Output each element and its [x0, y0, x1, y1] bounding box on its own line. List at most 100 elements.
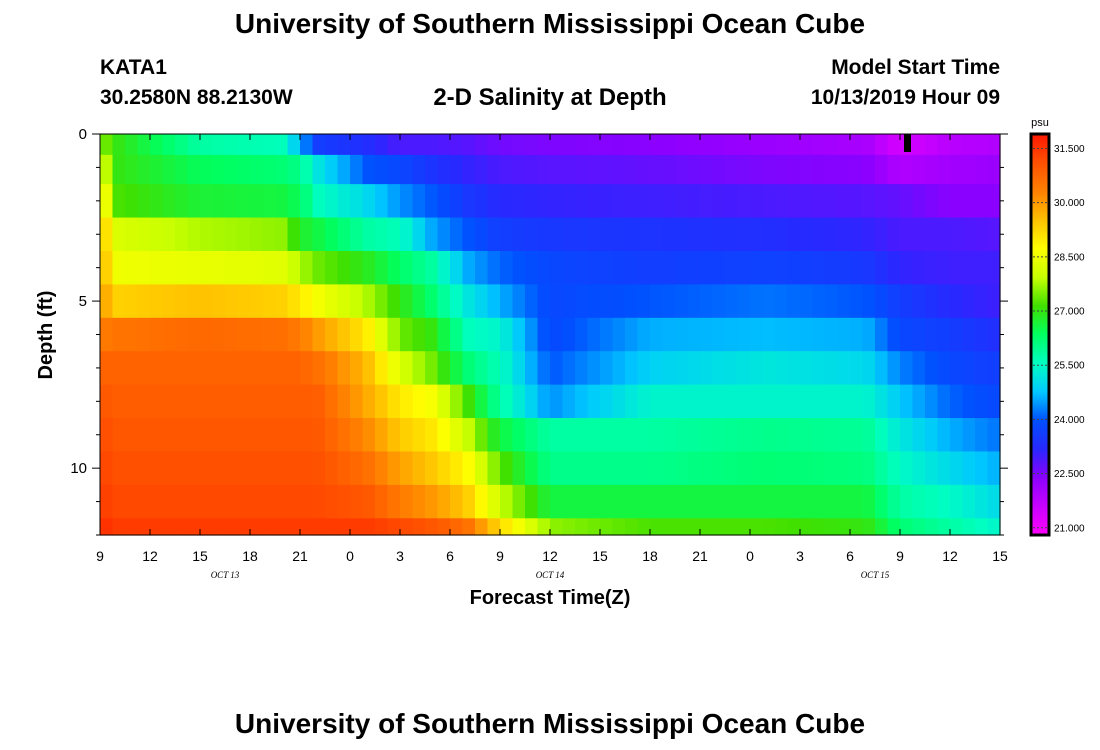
heatmap-cell	[450, 351, 464, 386]
heatmap-cell	[650, 484, 664, 519]
heatmap-cell	[287, 518, 301, 536]
heatmap-cell	[687, 317, 701, 352]
heatmap-cell	[875, 384, 889, 419]
heatmap-cell	[675, 184, 689, 219]
heatmap-cell	[900, 217, 914, 252]
heatmap-cell	[425, 518, 439, 536]
heatmap-cell	[375, 217, 389, 252]
heatmap-cell	[300, 250, 314, 285]
heatmap-cell	[925, 184, 939, 219]
heatmap-cell	[912, 154, 926, 185]
heatmap-cell	[950, 518, 964, 536]
heatmap-cell	[525, 317, 539, 352]
heatmap-cell	[337, 351, 351, 386]
heatmap-cell	[112, 484, 126, 519]
heatmap-cell	[725, 418, 739, 453]
heatmap-cell	[475, 217, 489, 252]
heatmap-cell	[237, 384, 251, 419]
heatmap-cell	[187, 250, 201, 285]
heatmap-cell	[500, 154, 514, 185]
heatmap-cell	[575, 351, 589, 386]
heatmap-cell	[237, 317, 251, 352]
heatmap-cell	[975, 317, 989, 352]
heatmap-cell	[350, 250, 364, 285]
heatmap-cell	[525, 484, 539, 519]
heatmap-cell	[625, 284, 639, 319]
heatmap-cell	[825, 384, 839, 419]
heatmap-cell	[362, 351, 376, 386]
heatmap-cell	[475, 518, 489, 536]
heatmap-cell	[662, 250, 676, 285]
heatmap-cell	[537, 418, 551, 453]
heatmap-cell	[950, 384, 964, 419]
heatmap-cell	[537, 351, 551, 386]
heatmap-cell	[200, 154, 214, 185]
heatmap-cell	[712, 451, 726, 486]
heatmap-cell	[325, 154, 339, 185]
heatmap-cell	[200, 351, 214, 386]
heatmap-cell	[162, 451, 176, 486]
heatmap-cell	[400, 217, 414, 252]
heatmap-cell	[812, 184, 826, 219]
heatmap-cell	[600, 384, 614, 419]
heatmap-cell	[425, 384, 439, 419]
heatmap-cell	[900, 284, 914, 319]
heatmap-cell	[312, 384, 326, 419]
heatmap-cell	[962, 518, 976, 536]
heatmap-cell	[200, 518, 214, 536]
heatmap-cell	[425, 351, 439, 386]
heatmap-cell	[637, 250, 651, 285]
heatmap-cell	[375, 250, 389, 285]
heatmap-cell	[100, 418, 114, 453]
heatmap-cell	[537, 451, 551, 486]
heatmap-cell	[250, 154, 264, 185]
heatmap-cell	[537, 284, 551, 319]
heatmap-cell	[987, 384, 1001, 419]
heatmap-cell	[625, 184, 639, 219]
heatmap-cell	[300, 154, 314, 185]
colorbar-unit: psu	[1031, 117, 1049, 129]
heatmap-cell	[487, 317, 501, 352]
heatmap-cell	[925, 250, 939, 285]
heatmap-cell	[225, 418, 239, 453]
heatmap-cell	[275, 184, 289, 219]
surface-marker	[904, 134, 911, 152]
heatmap-cell	[262, 418, 276, 453]
heatmap-cell	[150, 518, 164, 536]
heatmap-cell	[325, 484, 339, 519]
heatmap-cell	[687, 154, 701, 185]
heatmap-cell	[937, 217, 951, 252]
heatmap-cell	[575, 217, 589, 252]
heatmap-cell	[575, 184, 589, 219]
heatmap-cell	[487, 284, 501, 319]
heatmap-cell	[600, 484, 614, 519]
heatmap-cell	[637, 418, 651, 453]
heatmap-cell	[937, 351, 951, 386]
heatmap-cell	[387, 184, 401, 219]
heatmap-cell	[400, 451, 414, 486]
y-tick-label: 0	[79, 126, 87, 143]
heatmap-cell	[875, 284, 889, 319]
heatmap-cell	[175, 518, 189, 536]
heatmap-cell	[812, 418, 826, 453]
heatmap-cell	[275, 284, 289, 319]
heatmap-cell	[900, 484, 914, 519]
heatmap-cell	[712, 217, 726, 252]
heatmap-cell	[475, 484, 489, 519]
heatmap-cell	[625, 154, 639, 185]
heatmap-cell	[675, 284, 689, 319]
heatmap-cell	[775, 351, 789, 386]
heatmap-cell	[787, 384, 801, 419]
heatmap-cell	[200, 284, 214, 319]
heatmap-cell	[650, 154, 664, 185]
heatmap-cell	[825, 418, 839, 453]
heatmap-cell	[600, 217, 614, 252]
heatmap-cell	[362, 317, 376, 352]
heatmap-cell	[150, 351, 164, 386]
heatmap-cell	[700, 250, 714, 285]
heatmap-cell	[137, 184, 151, 219]
heatmap-cell	[175, 384, 189, 419]
colorbar-tick-label: 21.000	[1054, 523, 1085, 534]
heatmap-cell	[712, 518, 726, 536]
